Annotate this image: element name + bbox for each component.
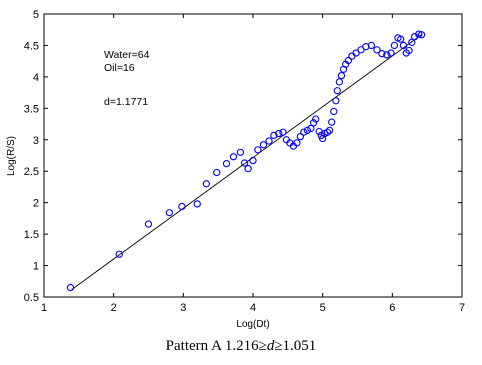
data-point bbox=[330, 107, 338, 116]
y-axis-title: Log(R/S) bbox=[6, 136, 17, 176]
y-tick-label: 0.5 bbox=[24, 292, 39, 304]
data-point bbox=[236, 148, 245, 157]
x-tick-label: 5 bbox=[320, 302, 326, 314]
data-point bbox=[222, 160, 231, 168]
data-point bbox=[405, 46, 413, 55]
data-point bbox=[332, 97, 340, 105]
data-point bbox=[312, 115, 320, 123]
y-tick-label: 4.5 bbox=[24, 40, 39, 52]
data-point bbox=[373, 46, 381, 54]
data-point bbox=[337, 71, 346, 80]
data-point bbox=[378, 49, 386, 58]
data-point bbox=[307, 124, 315, 133]
data-point bbox=[390, 41, 399, 50]
data-point bbox=[202, 180, 210, 188]
annotation-oil: Oil=16 bbox=[104, 62, 135, 74]
data-point bbox=[296, 132, 305, 141]
data-point bbox=[144, 220, 153, 228]
x-tick-label: 7 bbox=[459, 302, 465, 314]
x-tick-label: 2 bbox=[111, 302, 117, 314]
data-point bbox=[165, 209, 174, 217]
data-point bbox=[328, 118, 336, 126]
data-point bbox=[254, 146, 262, 154]
data-point bbox=[325, 126, 334, 134]
data-point bbox=[408, 38, 416, 46]
data-point bbox=[300, 128, 308, 136]
data-point bbox=[66, 283, 75, 292]
data-point bbox=[259, 141, 268, 149]
data-point bbox=[397, 35, 405, 43]
x-tick-label: 1 bbox=[41, 302, 47, 314]
data-point bbox=[275, 129, 283, 138]
data-point bbox=[399, 41, 408, 50]
data-point bbox=[383, 51, 391, 59]
figure-caption: Pattern A 1.216≥d≥1.051 bbox=[0, 338, 482, 355]
caption-suffix: ≥1.051 bbox=[274, 338, 317, 354]
data-point bbox=[344, 56, 353, 65]
y-tick-label: 5 bbox=[33, 9, 39, 21]
y-tick-label: 2 bbox=[33, 198, 39, 210]
data-point bbox=[279, 128, 287, 136]
y-tick-label: 1 bbox=[33, 261, 39, 273]
y-tick-label: 4 bbox=[33, 72, 39, 84]
caption-prefix: Pattern A 1.216≥ bbox=[165, 338, 267, 354]
data-point bbox=[213, 168, 221, 177]
data-point bbox=[348, 52, 356, 60]
data-point bbox=[335, 78, 344, 86]
data-point bbox=[415, 30, 423, 38]
data-point bbox=[293, 139, 301, 147]
data-point bbox=[265, 137, 273, 145]
data-point bbox=[229, 153, 238, 161]
data-point bbox=[417, 31, 426, 39]
data-point bbox=[333, 87, 341, 95]
data-point bbox=[115, 250, 123, 258]
data-point bbox=[323, 128, 332, 136]
data-point bbox=[193, 200, 201, 208]
x-tick-label: 4 bbox=[250, 302, 256, 314]
y-tick-label: 3 bbox=[33, 135, 39, 147]
caption-variable: d bbox=[266, 338, 275, 354]
annotation-d-value: d=1.1771 bbox=[104, 96, 148, 108]
y-tick-label: 2.5 bbox=[24, 166, 39, 178]
data-point bbox=[367, 41, 376, 50]
data-point bbox=[178, 202, 186, 211]
data-point bbox=[303, 126, 311, 134]
data-point bbox=[309, 119, 318, 127]
x-tick-label: 3 bbox=[180, 302, 186, 314]
data-point bbox=[240, 159, 249, 167]
data-point bbox=[270, 131, 278, 140]
data-point bbox=[249, 156, 257, 165]
annotation-water: Water=64 bbox=[104, 49, 150, 61]
y-tick-label: 1.5 bbox=[24, 229, 39, 241]
x-tick-label: 6 bbox=[389, 302, 395, 314]
rs-analysis-chart: 1 2 3 4 5 6 70.511.522.533.544.55 Water=64 Oil… bbox=[6, 9, 465, 330]
x-axis-title: Log(Dt) bbox=[236, 319, 269, 330]
data-point bbox=[244, 165, 252, 173]
data-point bbox=[387, 49, 395, 57]
y-tick-label: 3.5 bbox=[24, 103, 39, 115]
